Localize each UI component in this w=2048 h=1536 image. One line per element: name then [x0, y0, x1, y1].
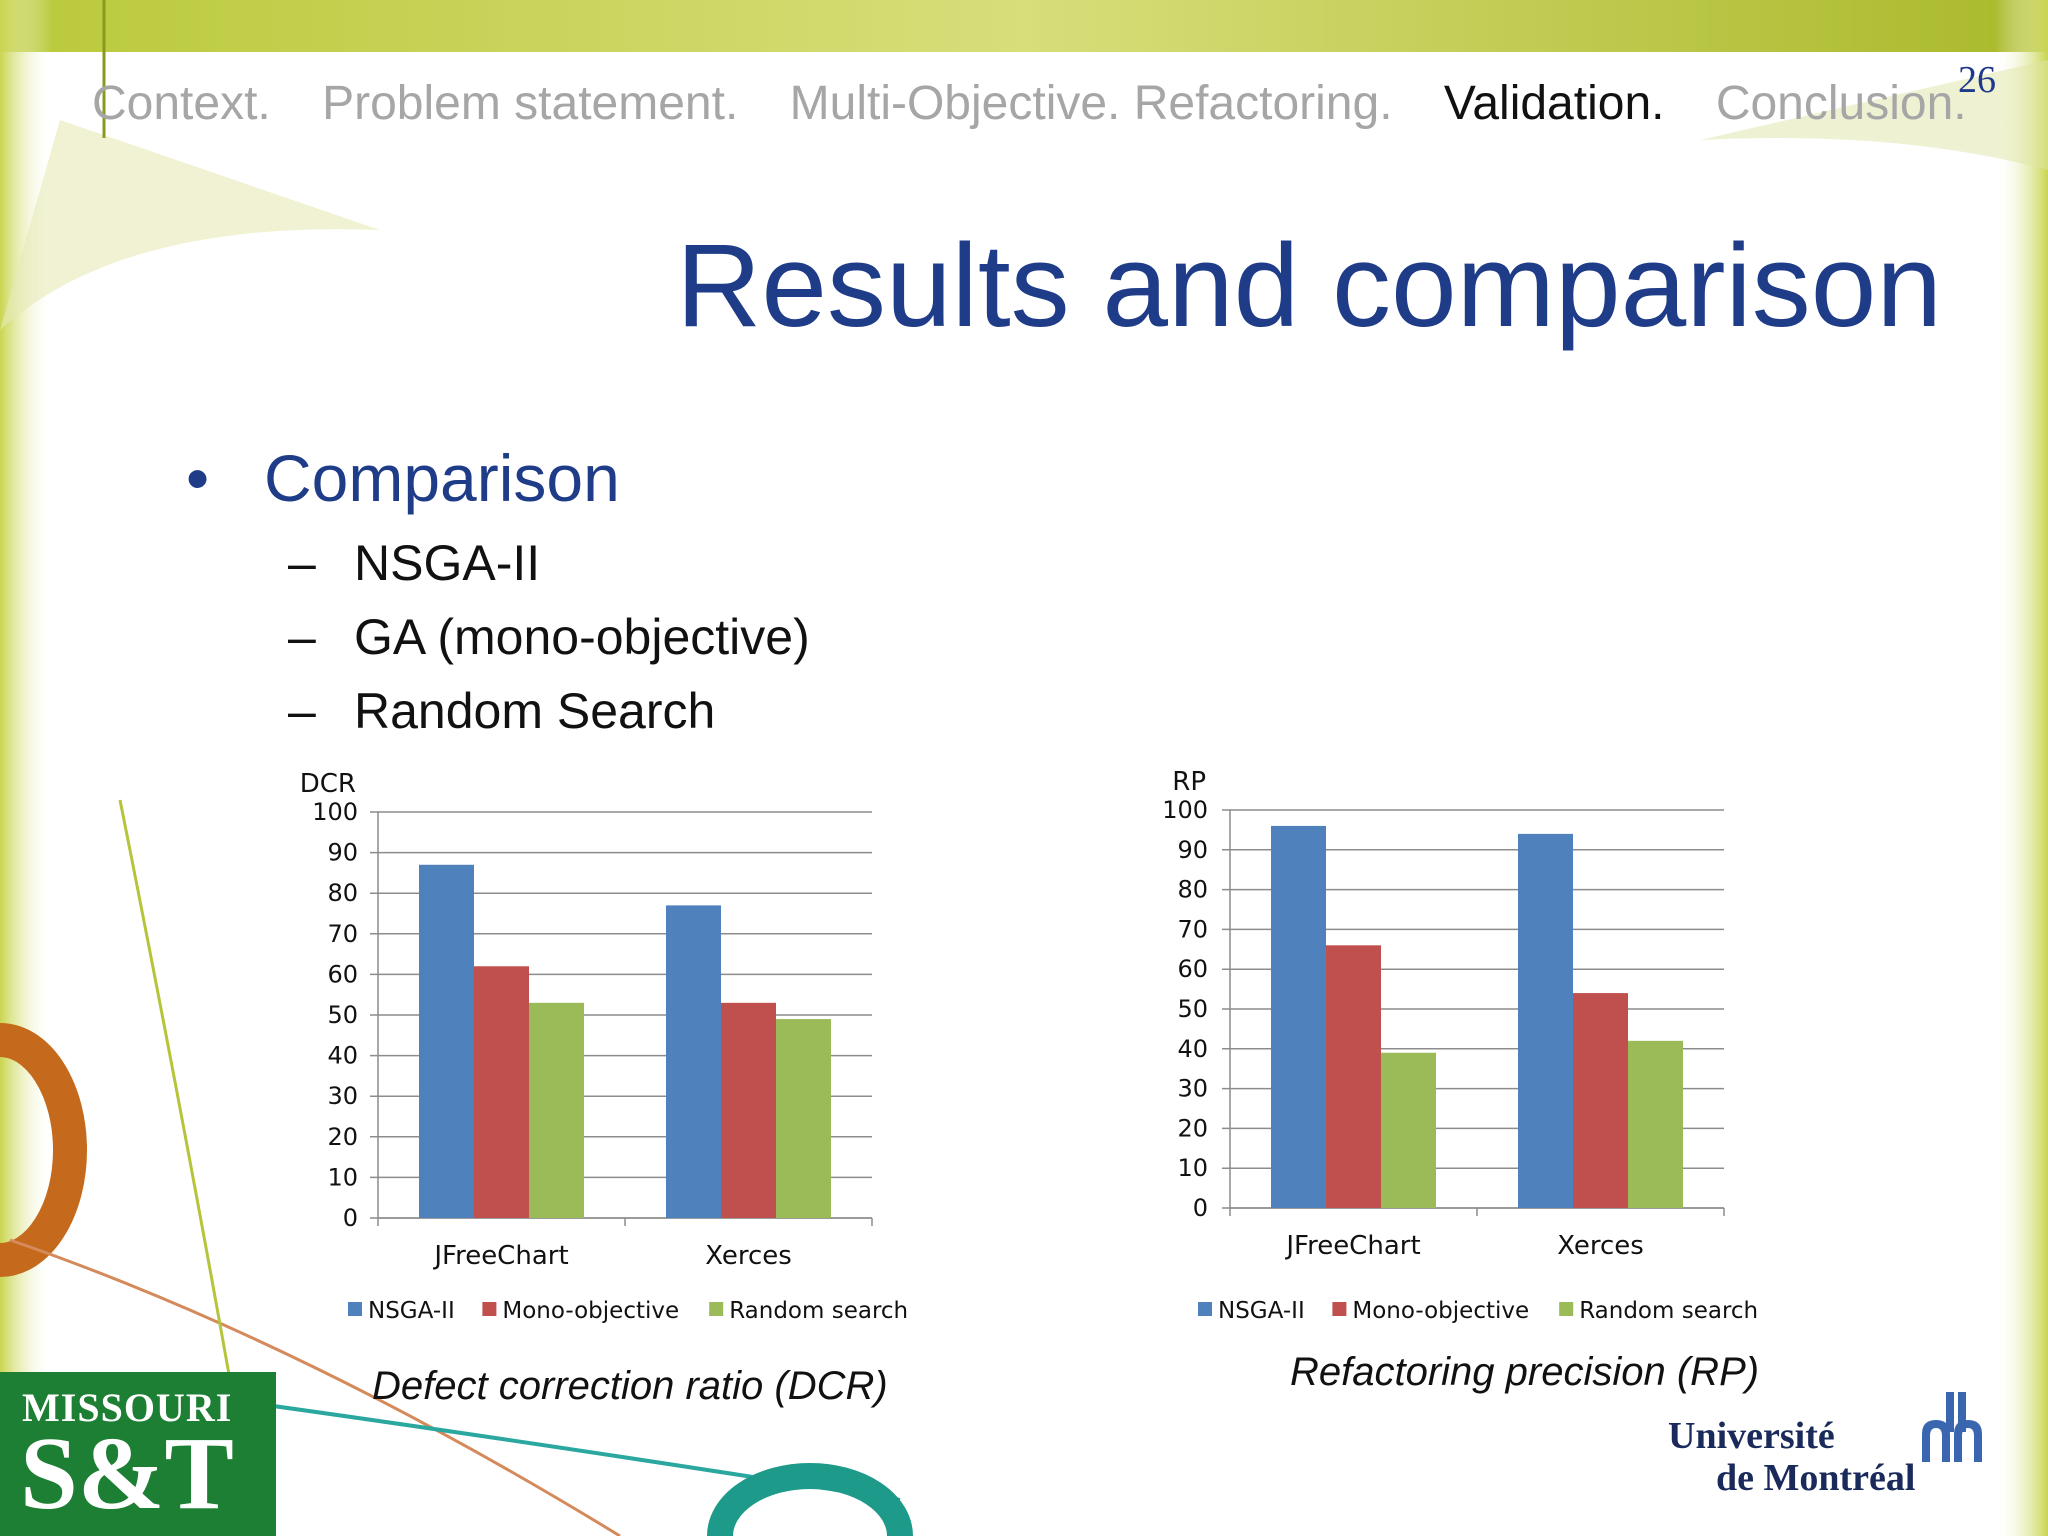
legend-label: NSGA-II	[1218, 1298, 1305, 1324]
bar	[1271, 825, 1326, 1208]
nav-item-context: Context.	[92, 77, 271, 130]
y-tick-label: 0	[343, 1204, 358, 1232]
dash-icon: –	[288, 683, 316, 739]
nav-item-conclusion: Conclusion.	[1715, 77, 1967, 130]
logo-text-st: S&T	[20, 1416, 234, 1531]
bullet-text: Comparison	[264, 441, 620, 515]
bar	[1326, 945, 1381, 1208]
legend-label: Random search	[1579, 1298, 1758, 1324]
y-tick-label: 30	[1177, 1075, 1208, 1103]
logo-text-missouri: MISSOURI	[22, 1385, 233, 1430]
y-tick-label: 70	[1177, 915, 1208, 943]
x-tick-label: Xerces	[705, 1241, 792, 1271]
y-tick-label: 90	[327, 839, 358, 867]
missouri-st-logo: MISSOURI S&T	[0, 1372, 276, 1536]
logo-text-de-montreal: de Montréal	[1716, 1457, 1916, 1499]
y-tick-label: 10	[327, 1163, 358, 1191]
y-tick-label: 50	[327, 1001, 358, 1029]
legend-label: Random search	[729, 1298, 908, 1324]
slide-title: Results and comparison	[676, 220, 1942, 352]
caption-rp: Refactoring precision (RP)	[1290, 1350, 1760, 1394]
bullet-comparison: • Comparison	[186, 440, 620, 516]
y-tick-label: 40	[327, 1042, 358, 1070]
legend-swatch	[1332, 1302, 1347, 1316]
y-tick-label: 40	[1177, 1035, 1208, 1063]
y-tick-label: 70	[327, 920, 358, 948]
legend-swatch	[348, 1302, 362, 1316]
breadcrumb-nav: Context. Problem statement. Multi-Object…	[92, 76, 2005, 131]
legend-label: Mono-objective	[502, 1298, 679, 1324]
y-tick-label: 60	[327, 960, 358, 988]
legend-label: Mono-objective	[1352, 1298, 1529, 1324]
subitem-nsga: – NSGA-II	[288, 534, 540, 592]
y-tick-label: 20	[327, 1123, 358, 1151]
y-tick-label: 20	[1177, 1114, 1208, 1142]
legend-swatch	[709, 1302, 724, 1316]
bar	[1628, 1040, 1683, 1208]
subitem-text: Random Search	[354, 683, 716, 739]
y-axis-label: RP	[1172, 767, 1206, 797]
dash-icon: –	[288, 609, 316, 665]
nav-item-validation: Validation.	[1443, 77, 1665, 130]
legend-swatch	[1559, 1302, 1574, 1316]
subitem-random: – Random Search	[288, 682, 715, 740]
bar	[721, 1002, 776, 1218]
y-tick-label: 80	[1177, 876, 1208, 904]
x-tick-label: JFreeChart	[432, 1241, 568, 1271]
x-tick-label: Xerces	[1557, 1231, 1644, 1261]
udem-logo: Université de Montréal	[1668, 1390, 1988, 1500]
subitem-text: GA (mono-objective)	[354, 609, 810, 665]
y-axis-label: DCR	[300, 769, 356, 799]
bar	[529, 1002, 584, 1218]
y-tick-label: 0	[1193, 1194, 1208, 1222]
legend-label: NSGA-II	[368, 1298, 455, 1324]
subitem-ga: – GA (mono-objective)	[288, 608, 810, 666]
nav-item-problem-statement: Problem statement.	[322, 77, 739, 130]
y-tick-label: 100	[1162, 796, 1208, 824]
dash-icon: –	[288, 535, 316, 591]
y-tick-label: 10	[1177, 1154, 1208, 1182]
bar	[419, 864, 474, 1218]
nav-item-multi-objective: Multi-Objective. Refactoring.	[789, 77, 1393, 130]
bar	[474, 966, 529, 1218]
y-tick-label: 30	[327, 1082, 358, 1110]
legend-swatch	[1198, 1302, 1212, 1316]
bar	[1381, 1052, 1436, 1208]
bullet-dot-icon: •	[186, 441, 210, 515]
page-number: 26	[1958, 59, 1996, 101]
y-tick-label: 60	[1177, 955, 1208, 983]
udem-emblem-icon	[1922, 1392, 1982, 1462]
caption-dcr: Defect correction ratio (DCR)	[372, 1364, 888, 1408]
y-tick-label: 90	[1177, 836, 1208, 864]
bar	[666, 905, 721, 1218]
y-tick-label: 80	[327, 879, 358, 907]
y-tick-label: 50	[1177, 995, 1208, 1023]
bar	[1573, 993, 1628, 1208]
legend-swatch	[482, 1302, 497, 1316]
y-tick-label: 100	[312, 798, 358, 826]
bar	[1518, 833, 1573, 1208]
bar	[776, 1019, 831, 1218]
x-tick-label: JFreeChart	[1284, 1231, 1420, 1261]
logo-text-universite: Université	[1668, 1415, 1835, 1457]
subitem-text: NSGA-II	[354, 535, 541, 591]
